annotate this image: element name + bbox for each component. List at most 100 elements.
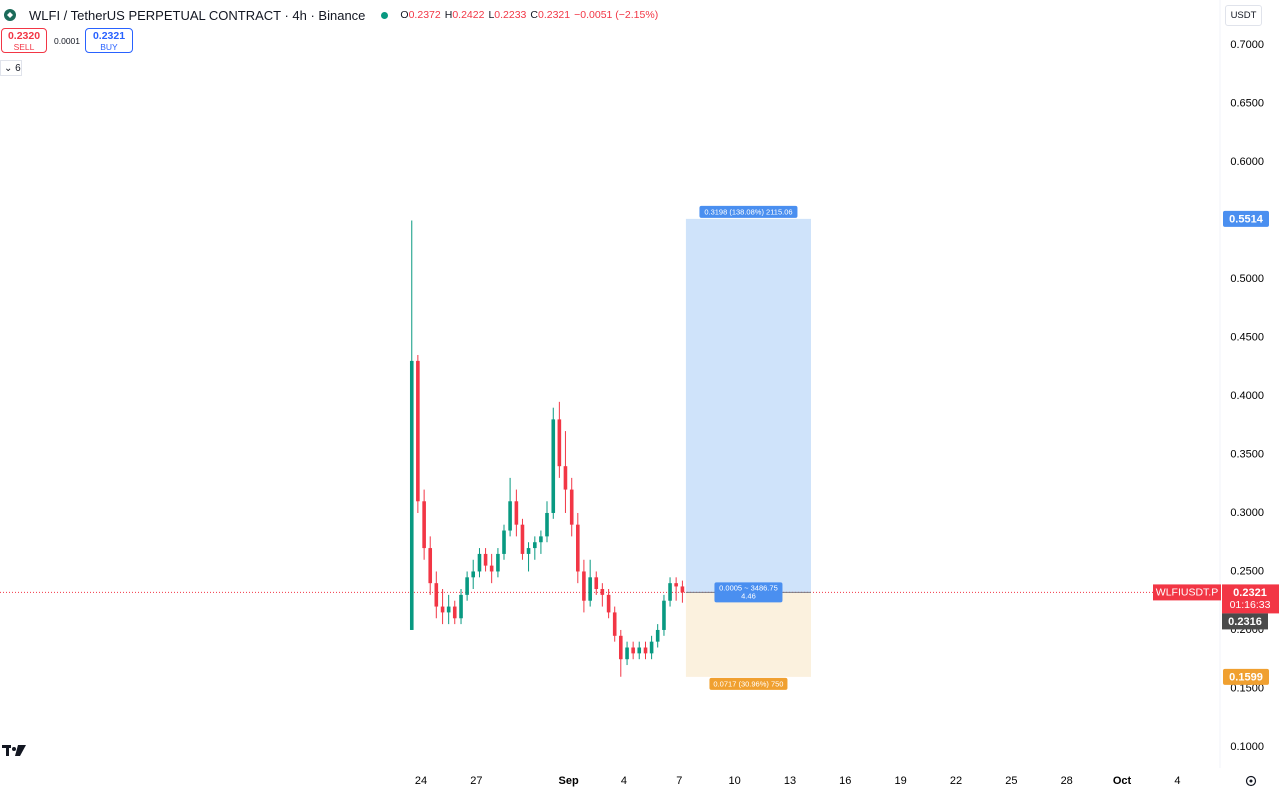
candle-body	[477, 553, 482, 572]
y-tick-label: 0.3000	[1230, 507, 1264, 519]
ratio-label: 4.46	[741, 591, 756, 600]
target-price-tag-bg	[1223, 210, 1269, 227]
ohlc-change: −0.0051 (−2.15%)	[574, 9, 659, 21]
x-tick-label: Oct	[1113, 775, 1132, 787]
ohlc-value: 0.2372	[408, 9, 441, 21]
x-tick-label: 13	[784, 775, 796, 787]
bid-price-tag: 0.2316	[1228, 616, 1262, 628]
legend: WLFI / TetherUS PERPETUAL CONTRACT · 4h …	[4, 6, 662, 24]
x-tick-label: 24	[415, 775, 427, 787]
spread: 0.0001	[54, 36, 80, 46]
y-tick-label: 0.5000	[1230, 273, 1264, 285]
x-tick-label: 25	[1005, 775, 1017, 787]
last-price-tag: 0.2321	[1233, 587, 1267, 599]
candle-body	[526, 548, 531, 554]
entry-label-bg	[714, 582, 783, 603]
candle-body	[409, 360, 414, 630]
candle-body	[452, 606, 457, 619]
y-tick-label: 0.4500	[1230, 331, 1264, 343]
sell-label: SELL	[13, 42, 35, 52]
stop-price-tag: 0.1599	[1229, 671, 1263, 683]
candle-body	[612, 612, 617, 636]
candle-body	[434, 583, 439, 607]
candle-body	[428, 548, 433, 584]
y-tick-label: 0.6000	[1230, 156, 1264, 168]
ohlc-key: L	[488, 9, 495, 21]
symbol-tag: WLFIUSDT.P	[1156, 587, 1218, 599]
ohlc-value: 0.2233	[494, 9, 527, 21]
ohlc-key: C	[530, 9, 538, 21]
candle-body	[668, 583, 672, 601]
candle-body	[446, 606, 451, 613]
target-label-bg	[699, 205, 798, 218]
settings-icon[interactable]	[1245, 775, 1257, 787]
logo	[2, 745, 26, 756]
candle-body	[465, 577, 469, 595]
stop-price-tag-bg	[1223, 668, 1269, 685]
symbol-title: WLFI / TetherUS PERPETUAL CONTRACT · 4h …	[29, 7, 366, 23]
candle-body	[520, 524, 525, 554]
sell-button[interactable]: 0.2320 SELL	[1, 28, 47, 53]
candle-body	[600, 589, 605, 595]
candle-body	[655, 629, 660, 642]
y-tick-label: 0.2500	[1230, 565, 1264, 577]
candle-body	[631, 647, 635, 654]
x-tick-label: 19	[895, 775, 907, 787]
symbol-tag-bg	[1153, 584, 1221, 601]
candle-body	[594, 577, 599, 590]
candle-body	[576, 524, 580, 572]
candle-body	[662, 600, 666, 630]
bid-price-tag-bg	[1222, 613, 1268, 630]
currency-button[interactable]: USDT	[1225, 5, 1262, 26]
candle-body	[625, 647, 629, 660]
status-dot	[381, 11, 389, 19]
ohlc-value: 0.2422	[452, 9, 485, 21]
symbol-icon	[4, 9, 16, 21]
candle-body	[545, 512, 549, 537]
x-tick-label: Sep	[558, 775, 578, 787]
candle-body	[637, 647, 642, 654]
target-price-tag: 0.5514	[1229, 213, 1264, 225]
candle-body	[551, 419, 556, 513]
x-tick-label: 22	[950, 775, 962, 787]
candle-body	[483, 553, 488, 566]
buy-label: BUY	[100, 42, 118, 52]
indicator-count: 6	[15, 63, 21, 74]
sell-price: 0.2320	[7, 30, 41, 42]
y-tick-label: 0.6500	[1230, 97, 1264, 109]
ohlc: O0.2372 H0.2422 L0.2233 C0.2321 −0.0051 (−2.…	[400, 9, 662, 21]
candle-body	[643, 647, 648, 654]
profit-zone	[685, 218, 811, 593]
candle-body	[606, 594, 611, 613]
target-label: 0.3198 (138.08%) 2115.06	[704, 207, 792, 216]
y-tick-label: 0.1500	[1230, 682, 1264, 694]
candle-body	[539, 536, 543, 543]
candle-body	[416, 360, 420, 502]
candle-body	[440, 606, 445, 613]
x-tick-label: 4	[621, 775, 627, 787]
candle-body	[489, 565, 494, 572]
x-tick-label: 10	[728, 775, 740, 787]
candle-body	[582, 571, 586, 601]
x-tick-label: 16	[839, 775, 851, 787]
candle-body	[557, 419, 562, 467]
entry-label: 0.0005 ~ 3486.75	[719, 583, 778, 592]
ohlc-key: O	[400, 9, 409, 21]
candle-body	[674, 583, 678, 587]
stop-label-bg	[709, 677, 788, 690]
x-tick-label: 28	[1061, 775, 1073, 787]
buy-price: 0.2321	[92, 30, 126, 42]
indicators-toggle[interactable]: ⌄ 6	[0, 60, 22, 76]
countdown: 01:16:33	[1230, 599, 1271, 611]
candle-body	[422, 501, 426, 549]
y-tick-label: 0.4000	[1230, 390, 1264, 402]
buy-button[interactable]: 0.2321 BUY	[85, 28, 133, 53]
y-tick-label: 0.7000	[1230, 39, 1264, 51]
candle-body	[533, 542, 537, 549]
y-tick-label: 0.1000	[1230, 741, 1264, 753]
candle-body	[680, 586, 685, 593]
candle-body	[588, 577, 592, 601]
candle-body	[618, 635, 623, 660]
